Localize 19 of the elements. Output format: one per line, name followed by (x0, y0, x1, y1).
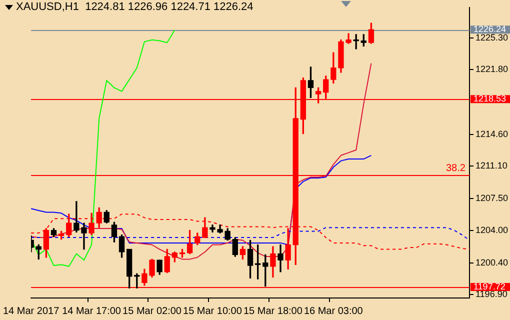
y-tick-label: 1221.80 (475, 64, 508, 74)
x-tick-label: 16 Mar 03:00 (304, 306, 364, 317)
ref-line-label: 1226.24 (473, 24, 506, 34)
y-tick-label: 1214.60 (475, 129, 508, 140)
ref-line-label: 1218.53 (473, 94, 506, 104)
y-tick-label: 1196.90 (475, 288, 508, 299)
y-tick-label: 1200.40 (475, 257, 508, 268)
y-tick-label: 1204.00 (475, 224, 508, 235)
y-tick-label: 1211.10 (475, 160, 508, 171)
y-tick-label: 1225.30 (475, 32, 508, 43)
ref-line-label: 1197.72 (473, 281, 506, 292)
x-tick-label: 14 Mar 17:00 (62, 306, 122, 317)
x-tick-label: 15 Mar 02:00 (122, 306, 182, 317)
x-tick-label: 15 Mar 18:00 (243, 306, 303, 317)
x-tick-label: 15 Mar 10:00 (183, 306, 242, 317)
annotation: 38.2 (446, 163, 466, 174)
x-tick-label: 14 Mar 2017 (2, 306, 60, 317)
y-tick-label: 1207.50 (475, 193, 508, 204)
chart-title: XAUUSD,H1 1224.81 1226.96 1224.71 1226.24 (16, 1, 254, 13)
